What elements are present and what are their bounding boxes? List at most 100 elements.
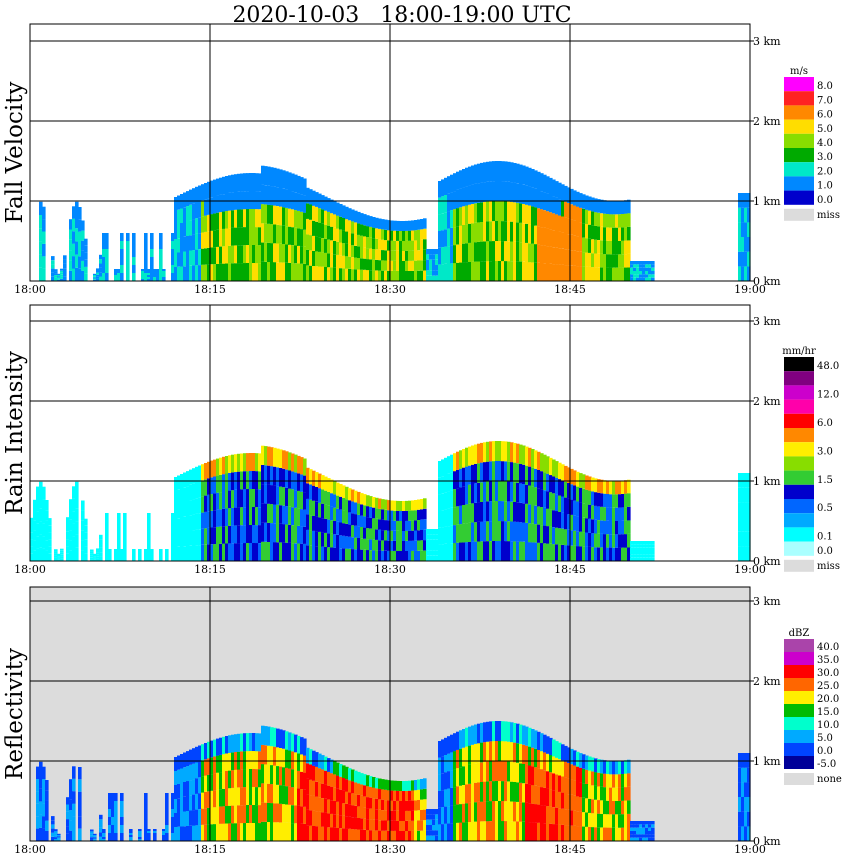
- echo-cell: [423, 788, 427, 800]
- echo-cell: [582, 252, 586, 267]
- echo-cell: [552, 213, 556, 231]
- echo-cell: [585, 532, 589, 547]
- echo-cell: [387, 790, 391, 801]
- echo-cell: [177, 504, 181, 519]
- echo-cell: [249, 245, 253, 263]
- echo-cell: [291, 507, 295, 526]
- echo-cell: [321, 195, 325, 210]
- echo-cell: [558, 528, 562, 545]
- echo-cell: [330, 786, 334, 801]
- echo-cell: [216, 458, 220, 476]
- echo-cell: [477, 183, 481, 203]
- echo-cell: [309, 810, 313, 826]
- echo-cell: [528, 727, 532, 747]
- echo-cell: [345, 803, 349, 817]
- echo-cell: [615, 481, 619, 495]
- echo-cell: [231, 787, 235, 806]
- echo-cell: [333, 267, 337, 281]
- echo-cell: [468, 745, 472, 765]
- echo-cell: [609, 254, 613, 268]
- echo-cell: [504, 241, 508, 261]
- echo-cell: [390, 260, 394, 271]
- echo-cell: [603, 773, 607, 788]
- echo-cell: [429, 555, 433, 561]
- echo-cell: [519, 724, 523, 744]
- echo-cell: [627, 533, 631, 548]
- echo-cell: [606, 227, 610, 241]
- echo-cell: [186, 781, 190, 796]
- echo-cell: [549, 229, 553, 247]
- echo-cell: [450, 490, 454, 508]
- echo-cell: [408, 810, 412, 821]
- echo-cell: [261, 783, 265, 803]
- echo-cell: [108, 555, 112, 557]
- echo-cell: [306, 514, 310, 530]
- echo-cell: [408, 500, 412, 511]
- echo-cell: [291, 489, 295, 508]
- echo-cell: [183, 767, 187, 782]
- echo-cell: [627, 520, 631, 534]
- echo-cell: [54, 559, 58, 561]
- echo-cell: [405, 800, 409, 811]
- echo-cell: [477, 463, 481, 483]
- echo-cell: [486, 501, 490, 522]
- echo-cell: [426, 249, 430, 255]
- echo-cell: [363, 785, 367, 797]
- echo-cell: [390, 540, 394, 551]
- echo-cell: [312, 500, 316, 516]
- echo-cell: [276, 784, 280, 804]
- echo-cell: [642, 837, 646, 841]
- echo-cell: [255, 263, 259, 281]
- legend-swatch: [784, 133, 814, 148]
- echo-cell: [645, 827, 649, 831]
- echo-cell: [597, 827, 601, 841]
- echo-cell: [504, 461, 508, 482]
- echo-cell: [243, 173, 247, 192]
- echo-cell: [144, 233, 148, 241]
- echo-cell: [648, 267, 652, 271]
- echo-cell: [543, 490, 547, 508]
- echo-cell: [576, 251, 580, 267]
- echo-cell: [378, 778, 382, 789]
- echo-cell: [267, 764, 271, 784]
- echo-cell: [570, 468, 574, 485]
- echo-cell: [114, 825, 118, 833]
- echo-cell: [546, 456, 550, 474]
- echo-cell: [237, 507, 241, 526]
- echo-cell: [45, 530, 49, 541]
- echo-cell: [234, 734, 238, 752]
- echo-cell: [237, 823, 241, 841]
- echo-cell: [60, 548, 64, 551]
- echo-cell: [492, 441, 496, 462]
- echo-cell: [99, 539, 103, 544]
- echo-cell: [537, 524, 541, 543]
- legend-label: 12.0: [817, 390, 839, 401]
- echo-cell: [294, 210, 298, 228]
- echo-cell: [423, 820, 427, 831]
- echo-cell: [432, 539, 436, 545]
- echo-cell: [144, 551, 148, 553]
- echo-cell: [252, 787, 256, 805]
- echo-cell: [453, 805, 457, 824]
- echo-cell: [153, 839, 157, 841]
- echo-cell: [627, 240, 631, 254]
- echo-cell: [471, 445, 475, 465]
- echo-cell: [102, 241, 106, 249]
- echo-cell: [48, 525, 52, 533]
- echo-cell: [96, 270, 100, 273]
- echo-cell: [315, 531, 319, 547]
- legend-swatch: [784, 162, 814, 177]
- echo-cell: [288, 172, 292, 191]
- echo-cell: [153, 835, 157, 837]
- echo-cell: [285, 451, 289, 470]
- echo-cell: [528, 186, 532, 206]
- echo-cell: [453, 543, 457, 561]
- echo-cell: [417, 260, 421, 271]
- echo-cell: [45, 520, 49, 531]
- echo-cell: [336, 775, 340, 789]
- echo-cell: [462, 187, 466, 207]
- echo-cell: [264, 802, 268, 822]
- echo-cell: [471, 821, 475, 841]
- echo-cell: [99, 823, 103, 828]
- echo-cell: [360, 538, 364, 550]
